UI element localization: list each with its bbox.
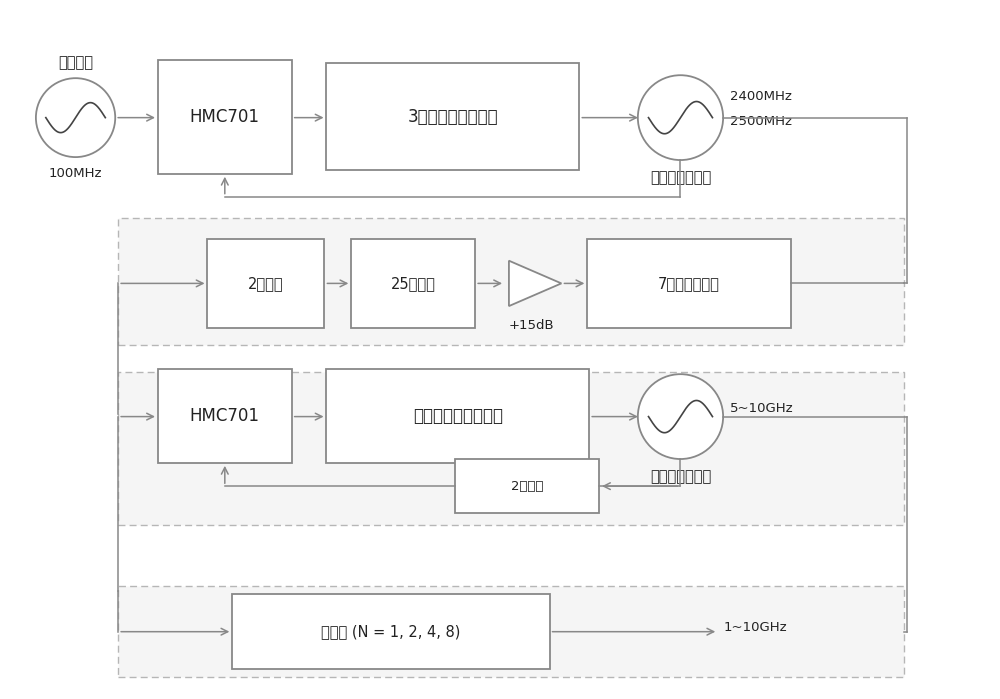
Text: 7阶椭圆滤波器: 7阶椭圆滤波器	[658, 276, 720, 291]
Text: 宽带压控振荡器: 宽带压控振荡器	[650, 469, 711, 484]
Bar	[326, 64, 579, 170]
Text: 2500MHz: 2500MHz	[730, 115, 792, 127]
Bar	[455, 459, 599, 513]
Bar	[118, 218, 904, 345]
Bar	[351, 239, 475, 328]
Text: 3阶无源环路滤波器: 3阶无源环路滤波器	[408, 108, 498, 126]
Text: 100MHz: 100MHz	[49, 167, 102, 180]
Text: 分频器 (N = 1, 2, 4, 8): 分频器 (N = 1, 2, 4, 8)	[321, 624, 461, 639]
Bar	[118, 372, 904, 525]
Circle shape	[638, 374, 723, 459]
Text: 窄带压控振荡器: 窄带压控振荡器	[650, 170, 711, 185]
Bar	[232, 594, 550, 669]
Bar	[207, 239, 324, 328]
Circle shape	[36, 78, 115, 157]
Text: 2分频器: 2分频器	[248, 276, 284, 291]
Text: 三阶有源环路滤波器: 三阶有源环路滤波器	[413, 407, 503, 425]
Text: 2400MHz: 2400MHz	[730, 90, 792, 103]
Polygon shape	[509, 261, 561, 306]
Bar	[326, 369, 589, 463]
Text: 5~10GHz: 5~10GHz	[730, 402, 794, 415]
Text: HMC701: HMC701	[190, 108, 260, 126]
Bar	[158, 60, 292, 174]
Text: 恒温晶振: 恒温晶振	[58, 55, 93, 71]
Text: +15dB: +15dB	[509, 319, 555, 332]
Text: 2分频器: 2分频器	[511, 480, 544, 493]
Bar	[158, 369, 292, 463]
Bar	[118, 586, 904, 677]
Circle shape	[638, 75, 723, 160]
Text: 1~10GHz: 1~10GHz	[723, 621, 787, 634]
Text: 25分频器: 25分频器	[391, 276, 436, 291]
Bar	[587, 239, 791, 328]
Text: HMC701: HMC701	[190, 407, 260, 425]
